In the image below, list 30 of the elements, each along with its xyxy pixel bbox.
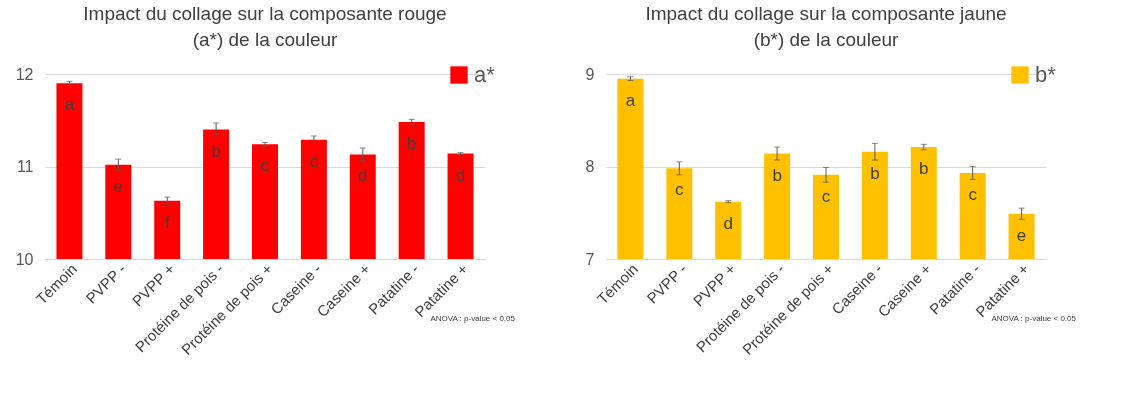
annotation: e bbox=[1016, 225, 1027, 245]
annotation: d bbox=[455, 165, 466, 185]
annotation: a bbox=[64, 95, 75, 115]
annotation: c bbox=[309, 151, 319, 171]
annotation: d bbox=[358, 166, 368, 186]
chart-title: Impact du collage sur la composante jaune (b*) de la couleur bbox=[645, 3, 1007, 50]
y-tick-label: 10 bbox=[15, 250, 34, 268]
y-tick-label: 9 bbox=[585, 65, 595, 83]
y-tick-label: 11 bbox=[16, 158, 34, 175]
text: ANOVA : p-value < 0.05 bbox=[991, 314, 1077, 323]
chart-title: Impact du collage sur la composante rouge (a*) de la couleur bbox=[83, 3, 447, 50]
y-tick-label: 7 bbox=[585, 250, 595, 268]
annotation: b bbox=[919, 159, 929, 179]
annotation: d bbox=[723, 213, 733, 233]
annotation: c bbox=[968, 184, 978, 204]
annotation: b bbox=[406, 134, 417, 154]
annotation: b bbox=[870, 163, 880, 183]
annotation: c bbox=[675, 180, 685, 200]
annotation: e bbox=[113, 176, 124, 196]
y-tick-label: 12 bbox=[15, 65, 34, 83]
annotation: b bbox=[211, 141, 221, 161]
annotation: c bbox=[260, 156, 270, 176]
legend-label: a* bbox=[474, 62, 496, 87]
annotation: b bbox=[772, 165, 782, 185]
annotation: a bbox=[625, 90, 636, 110]
legend-label: b* bbox=[1035, 62, 1057, 87]
annotation: f bbox=[164, 212, 170, 232]
y-tick-label: 8 bbox=[585, 158, 595, 175]
text: ANOVA : p-value < 0.05 bbox=[430, 314, 516, 323]
annotation: c bbox=[821, 186, 831, 206]
